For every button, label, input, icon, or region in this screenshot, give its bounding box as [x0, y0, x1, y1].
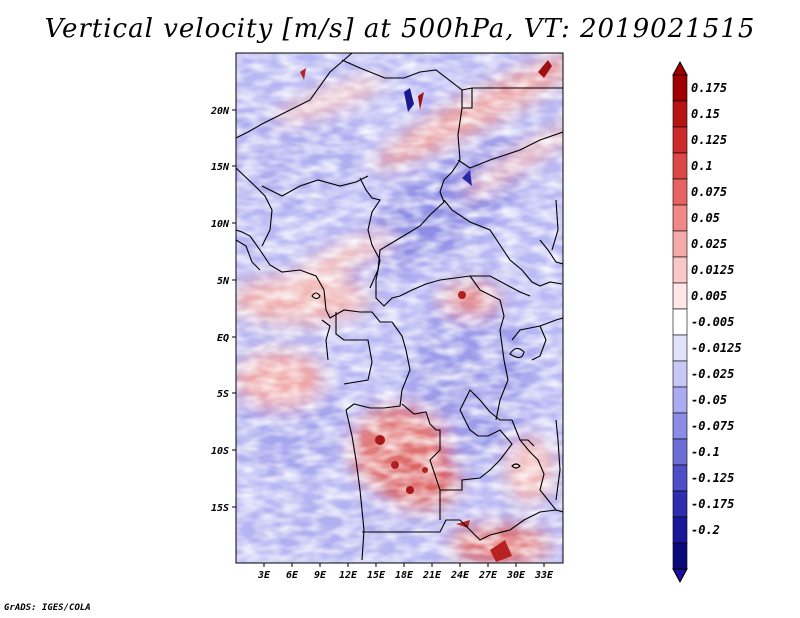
- country-boundaries: [236, 53, 563, 561]
- colorbar-segment: [672, 334, 688, 362]
- colorbar-label: -0.1: [691, 445, 720, 459]
- latitude-axis: 20N 15N 10N 5N EQ 5S 10S 15S: [210, 106, 236, 514]
- colorbar-segment: [672, 256, 688, 284]
- colorbar-arrow-bottom: [672, 568, 688, 584]
- lon-label: 15E: [367, 570, 386, 581]
- colorbar-arrow-top: [672, 60, 688, 76]
- colorbar-label: 0.1: [691, 159, 713, 173]
- lat-label: 10N: [211, 219, 230, 230]
- lat-label: 10S: [211, 446, 229, 457]
- colorbar-segment: [672, 204, 688, 232]
- lon-label: 33E: [534, 570, 554, 581]
- colorbar-segment: [672, 438, 688, 466]
- colorbar-segment: [672, 542, 688, 570]
- lon-label: 6E: [286, 570, 299, 581]
- longitude-axis: 3E 6E 9E 12E 15E 18E 21E 24E 27E 30E 33E: [257, 563, 554, 581]
- lon-label: 9E: [314, 570, 327, 581]
- colorbar-segment: [672, 230, 688, 258]
- colorbar-label: 0.0125: [691, 263, 734, 277]
- colorbar-label: 0.15: [691, 107, 720, 121]
- colorbar-segment: [672, 282, 688, 310]
- colorbar-label: 0.05: [691, 211, 720, 225]
- colorbar-label: 0.175: [691, 81, 727, 95]
- map-title: Vertical velocity [m/s] at 500hPa, VT: 2…: [44, 14, 756, 44]
- lon-label: 27E: [478, 570, 498, 581]
- colorbar-label: 0.125: [691, 133, 727, 147]
- colorbar-segment: [672, 152, 688, 180]
- colorbar-segment: [672, 74, 688, 102]
- grads-credit: GrADS: IGES/COLA: [4, 603, 91, 613]
- colorbar-segment: [672, 308, 688, 336]
- colorbar-segment: [672, 490, 688, 518]
- colorbar-segment: [672, 178, 688, 206]
- lat-label: 5N: [217, 276, 230, 287]
- colorbar-label: -0.125: [691, 471, 734, 485]
- colorbar-segment: [672, 516, 688, 544]
- colorbar-label: -0.025: [691, 367, 734, 381]
- lat-label: EQ: [217, 333, 229, 344]
- vertical-velocity-field: [236, 53, 563, 563]
- colorbar-label: -0.0125: [691, 341, 742, 355]
- colorbar-segment: [672, 100, 688, 128]
- colorbar-label: -0.075: [691, 419, 734, 433]
- map-frame: [235, 52, 564, 564]
- colorbar-segment: [672, 464, 688, 492]
- lat-label: 20N: [210, 106, 230, 117]
- lat-label: 5S: [217, 389, 229, 400]
- colorbar-label: 0.075: [691, 185, 727, 199]
- colorbar-segment: [672, 386, 688, 414]
- colorbar-label: -0.005: [691, 315, 734, 329]
- colorbar-segment: [672, 126, 688, 154]
- lat-label: 15N: [211, 162, 230, 173]
- colorbar-label: 0.005: [691, 289, 727, 303]
- lon-label: 3E: [257, 570, 271, 581]
- colorbar-label: -0.2: [691, 523, 720, 537]
- lon-label: 12E: [339, 570, 358, 581]
- strong-updraft-cells: [300, 60, 552, 562]
- lon-label: 21E: [422, 570, 442, 581]
- colorbar-label: -0.175: [691, 497, 734, 511]
- lat-label: 15S: [211, 503, 229, 514]
- colorbar-label: -0.05: [691, 393, 727, 407]
- lon-label: 30E: [506, 570, 526, 581]
- colorbar: 0.175 0.15 0.125 0.1 0.075 0.05 0.025 0.0125 0.0…: [672, 60, 742, 584]
- colorbar-segment: [672, 360, 688, 388]
- lon-label: 24E: [450, 570, 470, 581]
- colorbar-label: 0.025: [691, 237, 727, 251]
- lon-label: 18E: [395, 570, 414, 581]
- colorbar-segment: [672, 412, 688, 440]
